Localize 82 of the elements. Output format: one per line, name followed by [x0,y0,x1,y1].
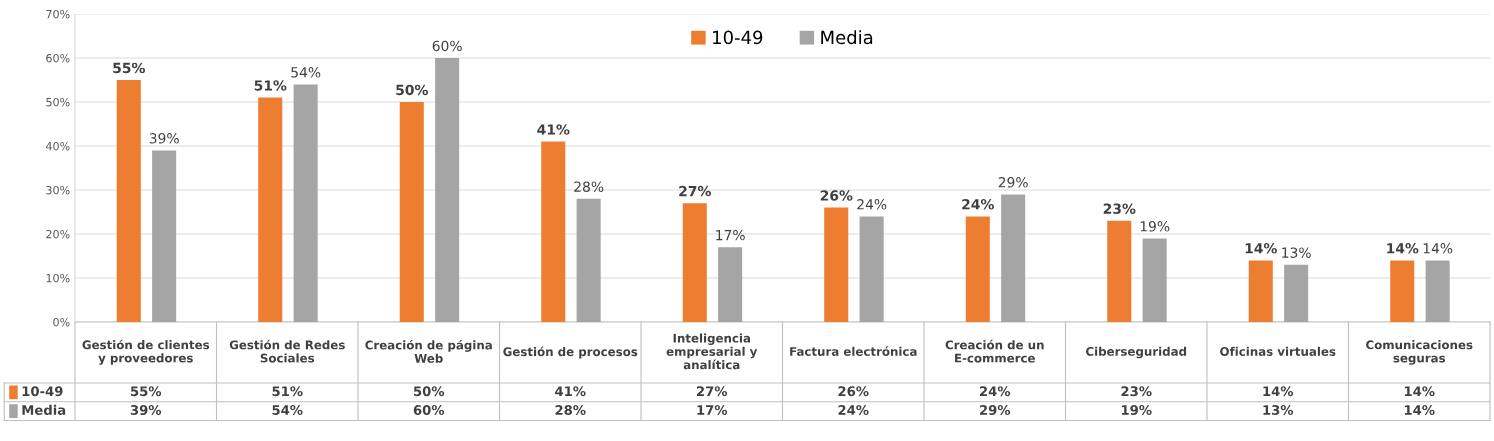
bar [1248,260,1273,322]
text: 27% [679,185,711,197]
data-label: 13% [1263,405,1294,415]
text: 13% [1282,247,1311,258]
x-tick-label: Creación de un E-commerce [945,339,1044,363]
data-label: 54% [272,405,303,415]
data-label: 28% [555,405,586,415]
data-label: 19% [1121,405,1152,415]
text: 24% [857,199,887,210]
text: 19% [1140,221,1170,232]
text: 54% [291,67,321,78]
bar [859,216,884,322]
text: 14% [1245,243,1277,254]
x-tick-label: Ciberseguridad [1086,346,1187,359]
bar [576,198,601,322]
data-label: 14% [1263,386,1294,397]
data-label: 41% [555,386,586,397]
x-tick-label: Comunicaciones seguras [1366,340,1473,365]
x-tick-label: Inteligencia empresarial y analítica [666,333,758,370]
text: 17% [716,229,745,241]
x-tick-label: Gestión de clientes y proveedores [82,339,210,365]
y-tick-label: 0% [53,317,70,327]
y-tick-label: 50% [46,97,70,107]
bar [965,216,990,322]
text: 26% [820,190,853,201]
text: 28% [574,181,604,192]
data-label: 14% [1404,405,1435,415]
data-label: 24% [980,386,1011,397]
text: 39% [149,133,179,144]
x-tick-label: Creación de página Web [365,339,492,363]
legend-label: Media [821,30,873,45]
y-tick-label: 60% [46,53,70,63]
text: Media [22,404,66,415]
data-label: 50% [413,386,445,397]
text: 41% [537,124,570,135]
bar [824,207,849,322]
bar [435,58,460,322]
text: 60% [432,40,462,52]
data-label: 23% [1121,386,1152,397]
text: 50% [396,84,428,96]
bar [1390,260,1415,322]
x-tick-label: Gestión de procesos [503,346,638,359]
bar [293,84,318,322]
bar [258,97,283,322]
bar [1142,238,1167,322]
data-label: 29% [980,405,1011,415]
y-tick-label: 20% [46,229,70,239]
data-label: 24% [838,405,869,415]
bar [541,141,566,322]
legend-label: 10-49 [713,30,763,45]
bar [1425,260,1450,322]
y-tick-label: 40% [45,141,70,151]
bar [1001,194,1026,322]
data-label: 17% [697,405,728,415]
bar [116,80,141,322]
bar [682,203,707,322]
data-label: 26% [838,386,869,397]
text: 55% [113,62,145,74]
y-tick-label: 70% [46,9,70,19]
text: 14% [1387,243,1419,254]
x-tick-label: Factura electrónica [790,346,917,356]
y-tick-label: 10% [46,273,70,283]
bar [1284,264,1309,322]
x-tick-label: Gestión de Redes Sociales [229,339,345,363]
y-tick-label: 30% [46,185,70,195]
data-label: 55% [130,386,162,397]
x-tick-label: Oficinas virtuales [1220,346,1336,356]
data-label: 51% [272,386,303,397]
bar [1107,220,1132,322]
text: 29% [998,177,1028,188]
data-label: 60% [413,405,445,415]
text: 10-49 [22,386,63,397]
text: 51% [254,80,287,91]
bar [718,247,743,322]
text: 24% [962,199,994,210]
bar [152,150,177,322]
data-label: 27% [697,386,728,397]
text: 23% [1103,203,1136,214]
data-label: 39% [130,405,162,415]
bar [399,102,424,322]
text: 14% [1423,243,1453,254]
data-label: 14% [1404,386,1435,397]
